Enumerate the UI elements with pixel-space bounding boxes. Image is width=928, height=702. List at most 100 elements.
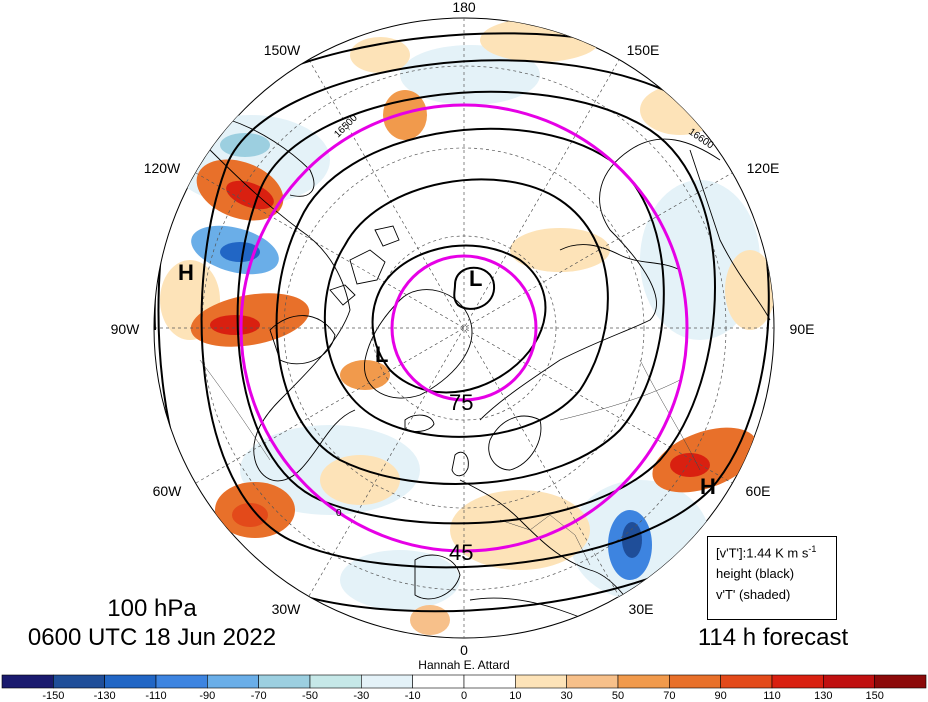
colorbar-swatch — [566, 674, 619, 689]
colorbar-tick-label: -30 — [353, 690, 369, 702]
magenta-rings — [239, 103, 689, 553]
contour-label-0: 0 — [336, 508, 342, 519]
coast-iberia — [414, 554, 461, 600]
colorbar-swatch — [309, 674, 362, 689]
lat-label-75: 75 — [449, 390, 473, 415]
ring-45 — [239, 103, 689, 553]
shade-light-orange-ne — [640, 85, 720, 135]
border-europe — [499, 514, 591, 566]
colorbar-swatch — [463, 674, 516, 689]
lon-label-120e: 120E — [747, 160, 780, 176]
shade-darkred-asia — [670, 453, 710, 477]
author-credit: Hannah E. Attard — [418, 658, 509, 672]
colorbar-swatch — [361, 674, 413, 689]
colorbar-tick-label: 110 — [763, 690, 781, 702]
pressure-level: 100 hPa — [107, 595, 197, 622]
border-canada-us — [199, 359, 271, 461]
colorbar-swatch — [155, 674, 208, 689]
coast-arctic-islands — [329, 225, 400, 306]
low-center-pole: L — [469, 266, 482, 291]
legend-box: [v'T']:1.44 K m s-1 height (black) v'T' … — [707, 536, 837, 620]
meridian-150 — [308, 59, 620, 597]
shade-light-blue-s — [340, 550, 460, 610]
colorbar-swatch — [412, 674, 465, 689]
ring-75 — [390, 254, 538, 402]
shade-light-orange-n — [480, 18, 600, 62]
colorbar-tick-label: -150 — [42, 690, 64, 702]
colorbar-swatch — [823, 674, 875, 689]
shade-light-orange-ssw — [410, 605, 450, 635]
contour-4 — [275, 127, 665, 485]
lon-label-180: 180 — [452, 0, 476, 15]
legend-line-height: height (black) — [716, 566, 795, 582]
contour-inner-2 — [371, 244, 547, 394]
lon-label-60w: 60W — [153, 483, 183, 499]
colorbar-labels: -150 -130 -110 -90 -70 -50 -30 -10 0 10 30 50 70 90 11… — [42, 690, 884, 702]
lon-label-60e: 60E — [746, 483, 771, 499]
colorbar-tick-label: -130 — [94, 690, 116, 702]
colorbar-tick-label: -70 — [251, 690, 267, 702]
parallel-60 — [283, 147, 645, 509]
coast-asia-east — [689, 149, 771, 321]
colorbar-tick-label: -110 — [145, 690, 166, 702]
coast-uk — [451, 451, 469, 477]
colorbar-swatch — [207, 674, 259, 689]
colorbar-swatch — [874, 674, 927, 689]
lon-label-150e: 150E — [627, 42, 660, 58]
high-center-west: H — [178, 260, 194, 285]
coast-hudson-bay — [269, 315, 336, 365]
coast-north-america — [199, 139, 356, 482]
high-center-east: H — [700, 474, 716, 499]
forecast-hour: 114 h forecast — [698, 624, 849, 651]
colorbar-tick-label: 70 — [663, 690, 675, 702]
contour-5 — [236, 90, 716, 525]
valid-time: 0600 UTC 18 Jun 2022 — [28, 624, 276, 651]
colorbar-tick-label: -50 — [302, 690, 318, 702]
meridian-120 — [195, 172, 733, 484]
colorbar-tick-label: -90 — [199, 690, 215, 702]
lon-label-150w: 150W — [264, 42, 301, 58]
longitude-labels: 180 150W 150E 120W 120E 90W 90E 60W 60E … — [111, 0, 815, 658]
lon-label-0: 0 — [460, 642, 468, 658]
coast-alaska — [229, 119, 315, 197]
colorbar-swatch — [258, 674, 311, 689]
shade-light-orange-nw — [350, 37, 410, 73]
shade-light-orange-sw — [320, 455, 400, 505]
colorbar-swatch — [669, 674, 721, 689]
meridian-30 — [308, 59, 620, 597]
colorbar-tick-label: 0 — [461, 690, 467, 702]
contour-inner-low — [453, 266, 496, 310]
shade-darkred-canada — [210, 315, 260, 335]
coast-eurasia — [479, 138, 721, 421]
coast-greenland — [364, 289, 473, 399]
colorbar-swatch — [720, 674, 773, 689]
lon-label-30w: 30W — [272, 601, 302, 617]
colorbar-swatch — [1, 674, 54, 689]
colorbar-tick-label: 150 — [865, 690, 883, 702]
colorbar-swatch — [104, 674, 157, 689]
shade-lightblue-nw2 — [220, 133, 270, 157]
legend-line-vt-mean: [v'T']:1.44 K m s-1 — [716, 544, 817, 561]
lon-label-30e: 30E — [629, 601, 654, 617]
contour-6 — [200, 59, 770, 569]
coast-scandinavia — [488, 415, 542, 471]
shade-orange-center — [340, 360, 390, 390]
colorbar-tick-label: 10 — [509, 690, 521, 702]
colorbar-tick-label: 130 — [814, 690, 832, 702]
lat-label-45: 45 — [449, 540, 473, 565]
lon-label-120w: 120W — [144, 160, 181, 176]
legend-line-shaded: v'T' (shaded) — [716, 587, 791, 603]
meridian-60 — [195, 172, 733, 484]
colorbar-swatch — [771, 674, 824, 689]
shade-darkred-atlantic — [232, 503, 268, 527]
colorbar-tick-label: 90 — [715, 690, 727, 702]
contour-3 — [323, 178, 609, 438]
lon-label-90e: 90E — [790, 321, 815, 337]
low-center-canada: L — [375, 342, 388, 367]
shade-darkblue-alaska — [220, 242, 260, 262]
colorbar — [1, 674, 927, 689]
colorbar-swatch — [53, 674, 105, 689]
colorbar-swatch — [515, 674, 567, 689]
colorbar-tick-label: -10 — [405, 690, 421, 702]
